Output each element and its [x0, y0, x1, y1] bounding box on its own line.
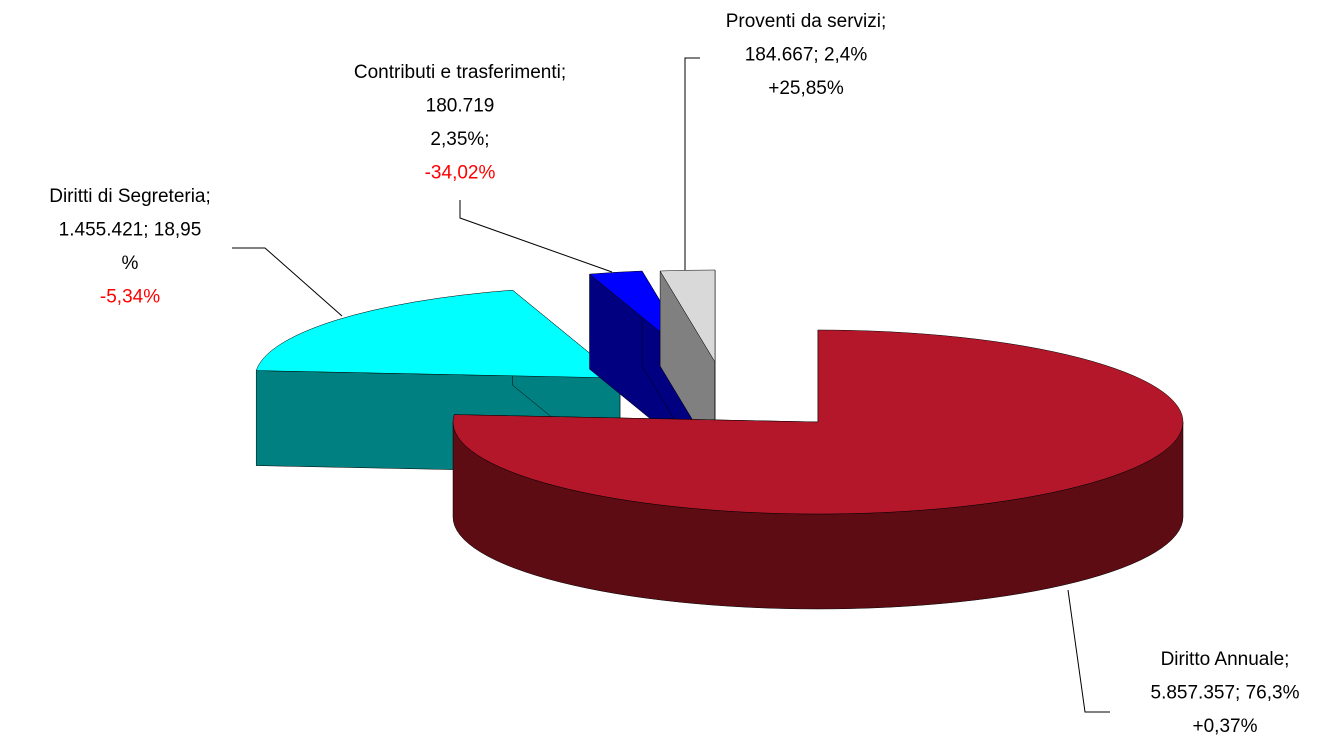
leader-line: [232, 247, 343, 317]
slice-label: Diritti di Segreteria;: [49, 186, 211, 207]
slice-top: [659, 269, 716, 363]
value-label: %: [122, 253, 139, 274]
value-label: 2,35%;: [430, 129, 489, 150]
slice-top: [255, 289, 621, 379]
change-label: +0,37%: [1193, 716, 1258, 737]
slice-label: Diritto Annuale;: [1161, 649, 1290, 670]
value-label: 180.719: [426, 96, 495, 117]
slice-label: Contributi e trasferimenti;: [354, 62, 566, 83]
change-label: +25,85%: [768, 78, 844, 99]
slice-top: [452, 329, 1184, 515]
change-label: -5,34%: [100, 287, 160, 308]
slice-label: Proventi da servizi;: [726, 11, 887, 32]
value-label: 184.667; 2,4%: [745, 45, 868, 66]
leader-line: [684, 57, 700, 272]
leader-line: [1067, 589, 1110, 713]
leader-line: [459, 200, 613, 273]
value-label: 1.455.421; 18,95: [59, 220, 202, 241]
value-label: 5.857.357; 76,3%: [1151, 683, 1300, 704]
change-label: -34,02%: [425, 163, 496, 184]
